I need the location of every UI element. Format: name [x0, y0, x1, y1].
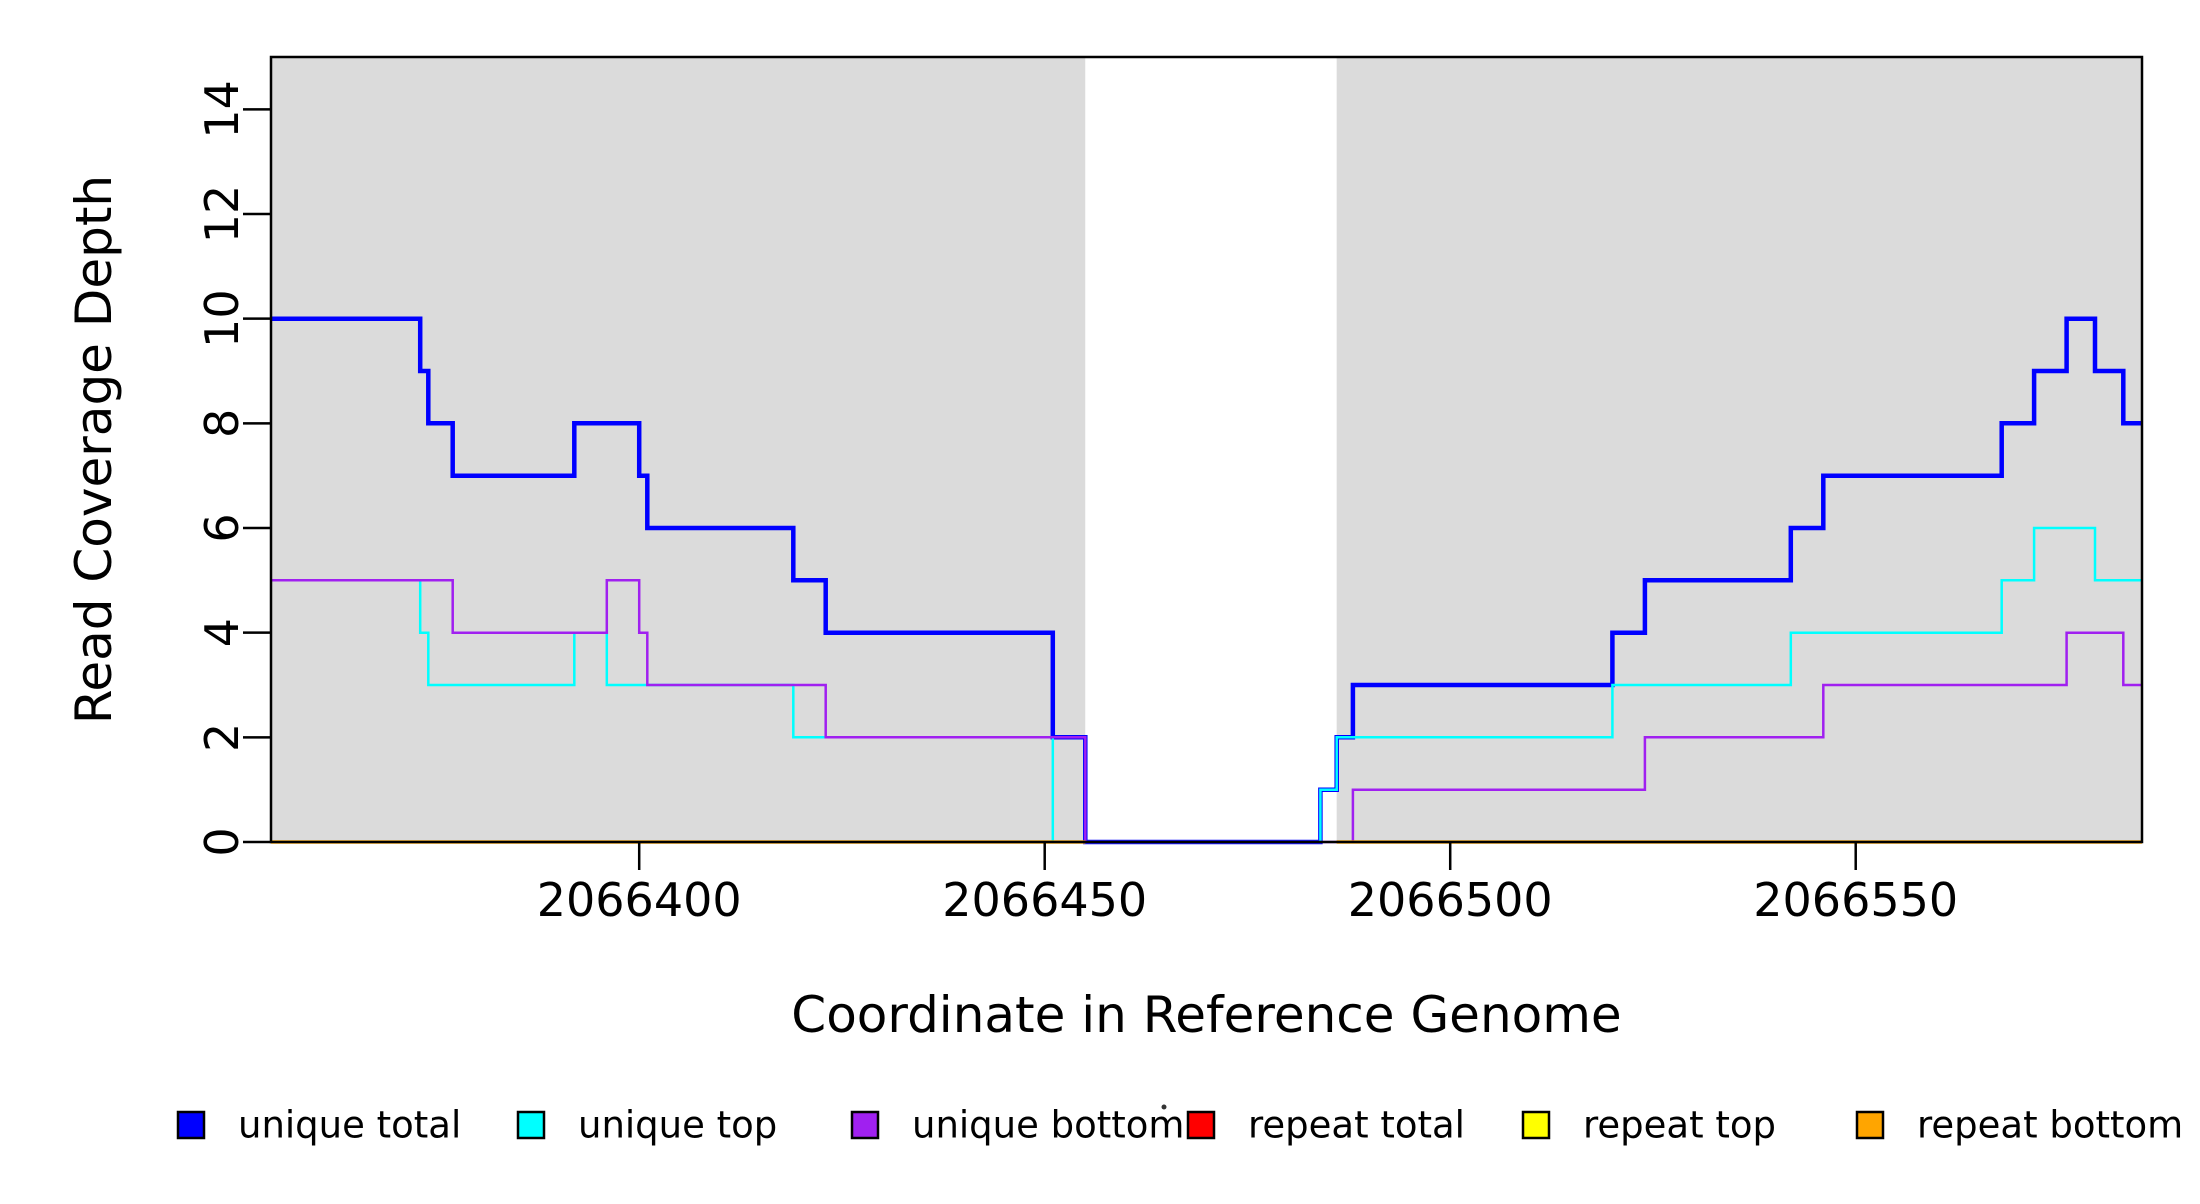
legend-item-unique-top: unique top [516, 1104, 777, 1147]
legend-swatch-repeat-total [1186, 1110, 1216, 1140]
shaded-left-region [271, 57, 1086, 842]
y-axis-title: Read Coverage Depth [65, 175, 123, 724]
legend-item-repeat-bottom: repeat bottom [1855, 1104, 2183, 1147]
y-tick-label: 2 [195, 723, 249, 752]
legend-label: unique bottom [912, 1104, 1184, 1147]
plot-border [269, 55, 2144, 844]
legend-swatch-repeat-bottom [1855, 1110, 1885, 1140]
series-line-unique-bottom [271, 579, 2142, 844]
legend-label: repeat total [1248, 1104, 1465, 1147]
y-tick-label: 6 [195, 513, 249, 542]
y-tick-label: 0 [195, 827, 249, 856]
legend-swatch-repeat-top [1521, 1110, 1551, 1140]
y-tick-label: 10 [195, 289, 249, 348]
x-axis-tick-labels: 2066400 2066450 2066500 2066550 [537, 873, 1958, 927]
shaded-regions [271, 57, 2142, 842]
legend-swatch-unique-top [516, 1110, 546, 1140]
legend-item-unique-total: unique total [176, 1104, 461, 1147]
y-tick-label: 8 [195, 409, 249, 438]
stray-mark [1161, 1104, 1167, 1110]
x-tick-label: 2066400 [537, 873, 742, 927]
legend-item-unique-bottom: unique bottom [850, 1104, 1184, 1147]
y-tick-label: 4 [195, 618, 249, 647]
legend-item-repeat-total: repeat total [1186, 1104, 1465, 1147]
y-tick-label: 12 [195, 185, 249, 244]
legend-swatch-unique-bottom [850, 1110, 880, 1140]
x-tick-label: 2066500 [1348, 873, 1553, 927]
y-tick-label: 14 [195, 80, 249, 139]
legend-label: repeat top [1583, 1104, 1776, 1147]
legend-label: repeat bottom [1917, 1104, 2183, 1147]
legend-label: unique top [578, 1104, 777, 1147]
x-axis-title: Coordinate in Reference Genome [791, 986, 1621, 1044]
legend-item-repeat-top: repeat top [1521, 1104, 1776, 1147]
x-tick-label: 2066450 [942, 873, 1147, 927]
legend-swatch-unique-total [176, 1110, 206, 1140]
x-tick-label: 2066550 [1753, 873, 1958, 927]
series-line-unique-top [271, 526, 2142, 844]
axis-ticks [243, 108, 1857, 870]
legend: unique total unique top unique bottom re… [176, 1104, 2183, 1147]
y-axis-tick-labels: 0 2 4 6 8 10 12 14 [195, 80, 249, 857]
shaded-right-region [1336, 57, 2142, 842]
legend-label: unique total [238, 1104, 461, 1147]
